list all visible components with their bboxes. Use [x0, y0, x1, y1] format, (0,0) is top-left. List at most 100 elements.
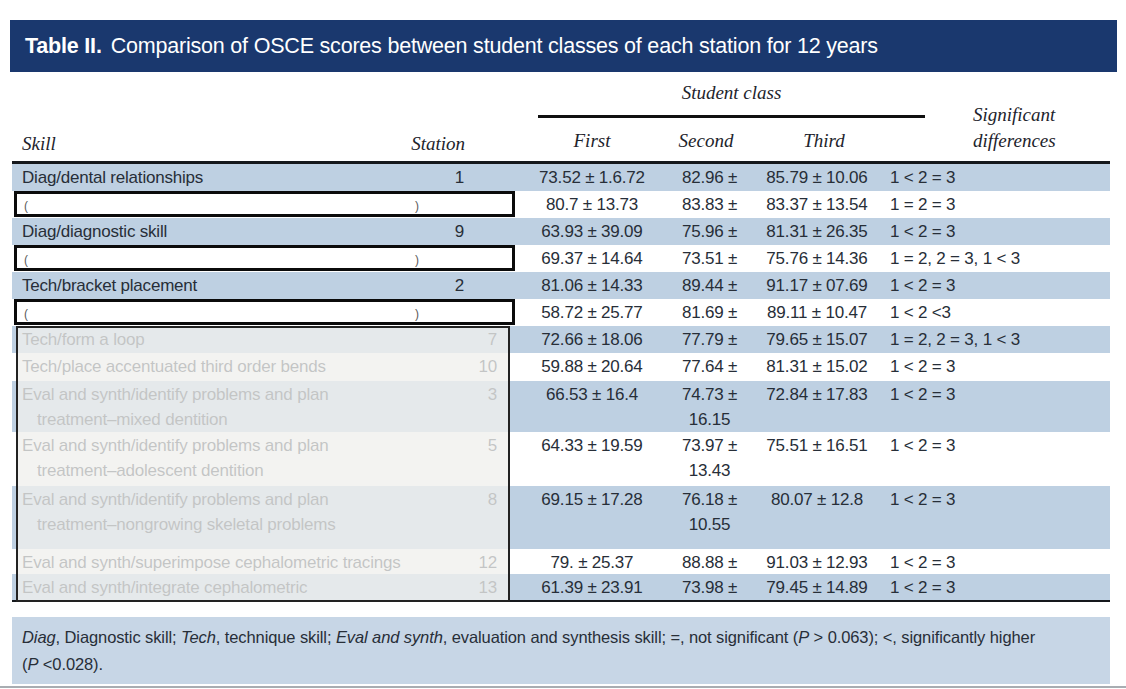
- significant-differences-cell: 1 < 2 = 3: [882, 218, 1110, 245]
- footnote-text: , Diagnostic skill;: [56, 628, 181, 646]
- skill-cell: Diag/dental relationships: [12, 164, 402, 191]
- second-class-score-cell: 74.73 ± 16.15: [667, 382, 752, 432]
- table-row: Diag/dental relationships 1 73.52 ± 1.6.…: [12, 164, 1110, 191]
- column-group-header-student-class: Student class: [538, 82, 925, 104]
- footnote-text: <0.028).: [38, 655, 103, 673]
- skill-name: Diag/diagnostic skill: [22, 218, 402, 245]
- significant-differences-cell: 1 < 2 = 3: [882, 353, 1110, 381]
- table-title-text: Comparison of OSCE scores between studen…: [111, 34, 878, 58]
- first-class-score-cell: 69.37 ± 14.64: [517, 245, 667, 272]
- column-header-station: Station: [380, 133, 465, 155]
- second-class-score-cell: 75.96 ± 30.37: [667, 218, 752, 245]
- second-class-score-cell: 73.97 ± 13.43: [667, 433, 752, 486]
- significant-differences-cell: 1 < 2 = 3: [882, 487, 1110, 549]
- footnote-term-italic: P: [798, 628, 809, 646]
- table-number-label: Table II.: [25, 34, 102, 58]
- third-class-score-cell: 75.51 ± 16.51: [752, 433, 882, 486]
- significant-differences-line2: differences: [973, 128, 1056, 154]
- open-paren: (: [24, 251, 28, 269]
- table-row: Diag/diagnostic skill 9 63.93 ± 39.09 75…: [12, 218, 1110, 245]
- significant-differences-cell: 1 = 2, 2 = 3, 1 < 3: [882, 326, 1110, 353]
- footnote-text: , evaluation and synthesis skill; =, not…: [443, 628, 799, 646]
- first-class-score-cell: 66.53 ± 16.4: [517, 382, 667, 432]
- column-header-skill: Skill: [22, 133, 56, 155]
- third-class-score-cell: 80.07 ± 12.8: [752, 487, 882, 549]
- redacted-field-box[interactable]: (): [14, 299, 515, 325]
- third-class-score-cell: 81.31 ± 26.35: [752, 218, 882, 245]
- first-class-score-cell: 79. ± 25.37: [517, 549, 667, 574]
- document-page: Table II. Comparison of OSCE scores betwe…: [0, 0, 1126, 689]
- skill-name: Diag/dental relationships: [22, 164, 402, 191]
- significant-differences-cell: 1 = 2 = 3: [882, 191, 1110, 218]
- significant-differences-cell: 1 < 2 = 3: [882, 549, 1110, 574]
- station-number-cell: 1: [402, 164, 500, 191]
- skill-cell: Diag/diagnostic skill: [12, 218, 402, 245]
- third-class-score-cell: 89.11 ± 10.47: [752, 299, 882, 326]
- third-class-score-cell: 75.76 ± 14.36: [752, 245, 882, 272]
- third-class-score-cell: 91.17 ± 07.69: [752, 272, 882, 299]
- second-class-score-cell: 88.88 ± 13.89: [667, 549, 752, 574]
- third-class-score-cell: 72.84 ± 17.83: [752, 382, 882, 432]
- first-class-score-cell: 64.33 ± 19.59: [517, 433, 667, 486]
- table-row: Tech/bracket placement 2 81.06 ± 14.33 8…: [12, 272, 1110, 299]
- column-spacer: [500, 218, 517, 245]
- first-class-score-cell: 80.7 ± 13.73: [517, 191, 667, 218]
- table-body: Diag/dental relationships 1 73.52 ± 1.6.…: [12, 164, 1110, 600]
- close-paren: ): [415, 305, 419, 323]
- table-row: 58.72 ± 25.77 81.69 ± 17.77 89.11 ± 10.4…: [12, 299, 1110, 326]
- skill-name: Tech/bracket placement: [22, 272, 402, 299]
- second-class-score-cell: 77.64 ± 16.66: [667, 353, 752, 381]
- page-bottom-rule: [0, 686, 1126, 688]
- third-class-score-cell: 81.31 ± 15.02: [752, 353, 882, 381]
- station-number-cell: 9: [402, 218, 500, 245]
- significant-differences-cell: 1 < 2 <3: [882, 299, 1110, 326]
- third-class-score-cell: 85.79 ± 10.06: [752, 164, 882, 191]
- footnote-term-italic: Diag: [22, 628, 56, 646]
- redacted-field-box[interactable]: (): [14, 245, 515, 271]
- table-footnote: Diag, Diagnostic skill; Tech, technique …: [12, 617, 1110, 684]
- second-class-score-cell: 76.18 ± 10.55: [667, 487, 752, 549]
- table-row: 69.37 ± 14.64 73.51 ± 17.11 75.76 ± 14.3…: [12, 245, 1110, 272]
- open-paren: (: [24, 305, 28, 323]
- significant-differences-cell: 1 < 2 = 3: [882, 272, 1110, 299]
- first-class-score-cell: 59.88 ± 20.64: [517, 353, 667, 381]
- significant-differences-cell: 1 = 2, 2 = 3, 1 < 3: [882, 245, 1110, 272]
- significant-differences-cell: 1 < 2 = 3: [882, 433, 1110, 486]
- table-title-bar: Table II. Comparison of OSCE scores betwe…: [10, 20, 1117, 72]
- student-class-spanner-rule: [538, 115, 925, 118]
- first-class-score-cell: 73.52 ± 1.6.72: [517, 164, 667, 191]
- first-class-score-cell: 81.06 ± 14.33: [517, 272, 667, 299]
- second-class-score-cell: 73.51 ± 17.11: [667, 245, 752, 272]
- significant-differences-cell: 1 < 2 = 3: [882, 574, 1110, 600]
- station-number-cell: 2: [402, 272, 500, 299]
- footnote-text: , technique skill;: [216, 628, 336, 646]
- close-paren: ): [415, 197, 419, 215]
- column-spacer: [500, 164, 517, 191]
- redacted-field-box[interactable]: (): [14, 191, 515, 217]
- skill-cell: Tech/bracket placement: [12, 272, 402, 299]
- footnote-text: > 0.063); <, significantly higher: [809, 628, 1035, 646]
- footnote-term-italic: Eval and synth: [336, 628, 443, 646]
- third-class-score-cell: 79.65 ± 15.07: [752, 326, 882, 353]
- third-class-score-cell: 91.03 ± 12.93: [752, 549, 882, 574]
- third-class-score-cell: 79.45 ± 14.89: [752, 574, 882, 600]
- second-class-score-cell: 82.96 ± 12.24: [667, 164, 752, 191]
- second-class-score-cell: 77.79 ± 16.69: [667, 326, 752, 353]
- table-row: 80.7 ± 13.73 83.83 ± 13.23 83.37 ± 13.54…: [12, 191, 1110, 218]
- column-header-third: Third: [749, 130, 899, 152]
- first-class-score-cell: 61.39 ± 23.91: [517, 574, 667, 600]
- redaction-overlay-box[interactable]: [16, 326, 510, 602]
- column-header-significant-differences: Significant differences: [973, 102, 1056, 154]
- third-class-score-cell: 83.37 ± 13.54: [752, 191, 882, 218]
- first-class-score-cell: 63.93 ± 39.09: [517, 218, 667, 245]
- first-class-score-cell: 58.72 ± 25.77: [517, 299, 667, 326]
- close-paren: ): [415, 251, 419, 269]
- footnote-term-italic: Tech: [181, 628, 216, 646]
- first-class-score-cell: 72.66 ± 18.06: [517, 326, 667, 353]
- second-class-score-cell: 89.44 ± 09.1: [667, 272, 752, 299]
- second-class-score-cell: 83.83 ± 13.23: [667, 191, 752, 218]
- significant-differences-cell: 1 < 2 = 3: [882, 382, 1110, 432]
- open-paren: (: [24, 197, 28, 215]
- first-class-score-cell: 69.15 ± 17.28: [517, 487, 667, 549]
- significant-differences-line1: Significant: [973, 102, 1056, 128]
